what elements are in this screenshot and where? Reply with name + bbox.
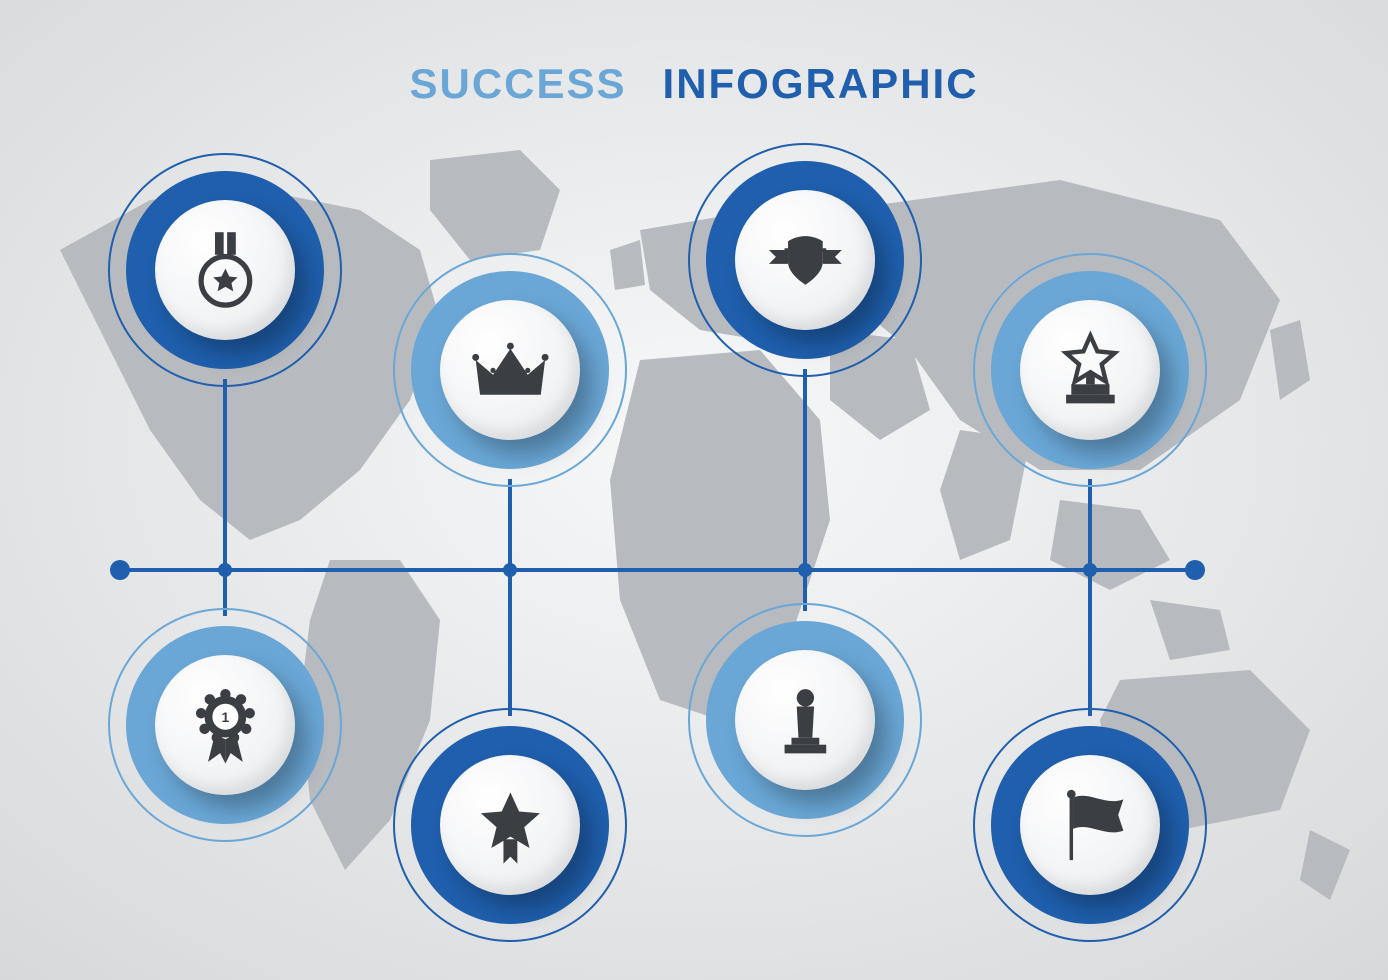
node-inner-disc xyxy=(440,300,580,440)
node-inner-disc xyxy=(440,755,580,895)
node-shield xyxy=(688,143,922,377)
medal-star-icon xyxy=(182,227,269,314)
node-flag xyxy=(973,708,1207,942)
node-inner-disc xyxy=(1020,300,1160,440)
node-inner-disc xyxy=(155,200,295,340)
node-crown xyxy=(393,253,627,487)
node-inner-disc xyxy=(1020,755,1160,895)
star-ribbon-icon xyxy=(467,782,554,869)
rosette-1-icon xyxy=(182,682,269,769)
crown-icon xyxy=(467,327,554,414)
figure-award-icon xyxy=(762,677,849,764)
node-star-ribbon xyxy=(393,708,627,942)
flag-icon xyxy=(1047,782,1134,869)
shield-banner-icon xyxy=(762,217,849,304)
node-trophy xyxy=(973,253,1207,487)
node-inner-disc xyxy=(735,190,875,330)
star-trophy-icon xyxy=(1047,327,1134,414)
node-figure xyxy=(688,603,922,837)
node-medal xyxy=(108,153,342,387)
node-rosette xyxy=(108,608,342,842)
node-inner-disc xyxy=(155,655,295,795)
infographic-canvas: SUCCESSINFOGRAPHIC xyxy=(0,0,1388,980)
node-inner-disc xyxy=(735,650,875,790)
